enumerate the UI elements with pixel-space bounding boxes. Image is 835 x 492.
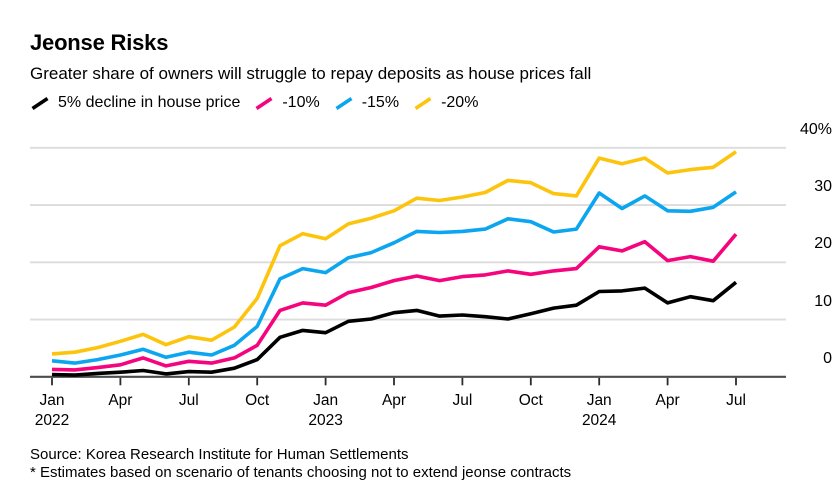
x-axis-label-month: Jan [39,392,65,409]
legend-item-label: -20% [441,94,479,111]
x-axis-label-month: Jan [586,392,612,409]
x-axis-label-year: 2022 [34,412,70,429]
x-axis-label-month: Jul [178,392,199,409]
x-axis-label-month: Apr [655,392,680,409]
source-line: Source: Korea Research Institute for Hum… [30,446,409,463]
legend-item-label: -15% [361,94,400,111]
legend-line-swatch-icon [31,96,49,110]
series-line-15 [51,190,738,365]
legend: 5% decline in house price -10% -15% -20% [30,93,478,113]
x-axis-label-month: Jan [313,392,339,409]
x-axis-label-month: Oct [518,392,543,409]
legend-line-swatch-icon [335,96,353,110]
y-axis-label-0: 0 [823,349,832,367]
legend-item-5-decline-in-house-price: 5% decline in house price [30,94,240,112]
y-axis-label-10: 10 [814,292,832,310]
legend-item-20: -20% [413,94,478,112]
chart-subtitle: Greater share of owners will struggle to… [30,64,592,83]
x-axis-label-month: Jul [452,392,473,409]
legend-line-swatch-icon [414,96,432,110]
y-axis-label-40: 40% [799,120,832,138]
y-axis-label-30: 30 [814,178,832,196]
footnote-line: * Estimates based on scenario of tenants… [30,464,572,481]
legend-item-label: 5% decline in house price [58,94,241,111]
chart-title: Jeonse Risks [30,30,169,55]
series-line-20 [51,150,738,356]
legend-item-15: -15% [334,94,399,112]
legend-item-10: -10% [254,94,320,112]
series-line-5-decline-in-house-price [51,280,738,377]
x-axis-label-month: Apr [381,392,407,409]
series-line-10 [51,233,738,372]
x-axis-label-month: Jul [726,392,746,409]
x-axis-label-month: Oct [245,392,270,409]
y-axis-label-20: 20 [814,235,832,253]
x-axis-label-year: 2023 [308,412,343,429]
x-axis-label-month: Apr [108,392,133,409]
legend-line-swatch-icon [255,96,273,110]
x-axis-label-year: 2024 [581,412,617,429]
legend-item-label: -10% [282,94,320,111]
